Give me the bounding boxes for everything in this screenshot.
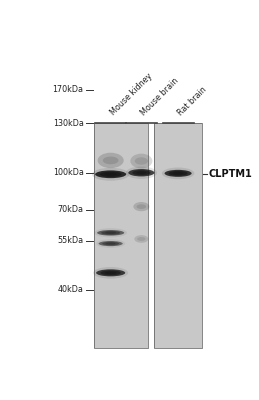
Text: 55kDa: 55kDa xyxy=(57,236,84,245)
Ellipse shape xyxy=(132,170,150,175)
Ellipse shape xyxy=(128,169,154,176)
Text: Rat brain: Rat brain xyxy=(176,85,208,117)
Ellipse shape xyxy=(105,272,117,274)
Ellipse shape xyxy=(136,204,146,209)
Ellipse shape xyxy=(130,154,152,168)
Text: 130kDa: 130kDa xyxy=(53,119,84,128)
Text: CLPTM1: CLPTM1 xyxy=(208,169,252,179)
Ellipse shape xyxy=(94,228,127,238)
Ellipse shape xyxy=(126,166,157,179)
Ellipse shape xyxy=(136,171,147,174)
Ellipse shape xyxy=(103,156,118,164)
Ellipse shape xyxy=(96,239,125,248)
Ellipse shape xyxy=(134,235,148,243)
Ellipse shape xyxy=(92,168,129,181)
Bar xyxy=(93,124,148,348)
Ellipse shape xyxy=(104,173,117,176)
Ellipse shape xyxy=(93,267,128,279)
Ellipse shape xyxy=(101,231,120,235)
Text: 70kDa: 70kDa xyxy=(57,205,84,214)
Ellipse shape xyxy=(97,230,124,236)
Text: 170kDa: 170kDa xyxy=(53,85,84,94)
Ellipse shape xyxy=(96,269,125,276)
Ellipse shape xyxy=(173,172,184,175)
Ellipse shape xyxy=(98,153,124,168)
Bar xyxy=(154,124,202,348)
Text: 40kDa: 40kDa xyxy=(58,285,84,294)
Text: 100kDa: 100kDa xyxy=(53,168,84,177)
Ellipse shape xyxy=(137,237,146,241)
Ellipse shape xyxy=(100,172,121,177)
Ellipse shape xyxy=(162,168,194,179)
Ellipse shape xyxy=(99,241,123,246)
Bar xyxy=(93,124,148,348)
Ellipse shape xyxy=(95,170,126,178)
Ellipse shape xyxy=(133,202,149,211)
Ellipse shape xyxy=(106,242,116,245)
Bar xyxy=(154,124,202,348)
Ellipse shape xyxy=(102,242,119,245)
Ellipse shape xyxy=(164,170,192,177)
Ellipse shape xyxy=(105,232,116,234)
Ellipse shape xyxy=(100,270,121,275)
Text: Mouse kidney: Mouse kidney xyxy=(109,72,154,117)
Ellipse shape xyxy=(135,157,148,165)
Text: Mouse brain: Mouse brain xyxy=(139,76,181,117)
Ellipse shape xyxy=(169,171,188,176)
